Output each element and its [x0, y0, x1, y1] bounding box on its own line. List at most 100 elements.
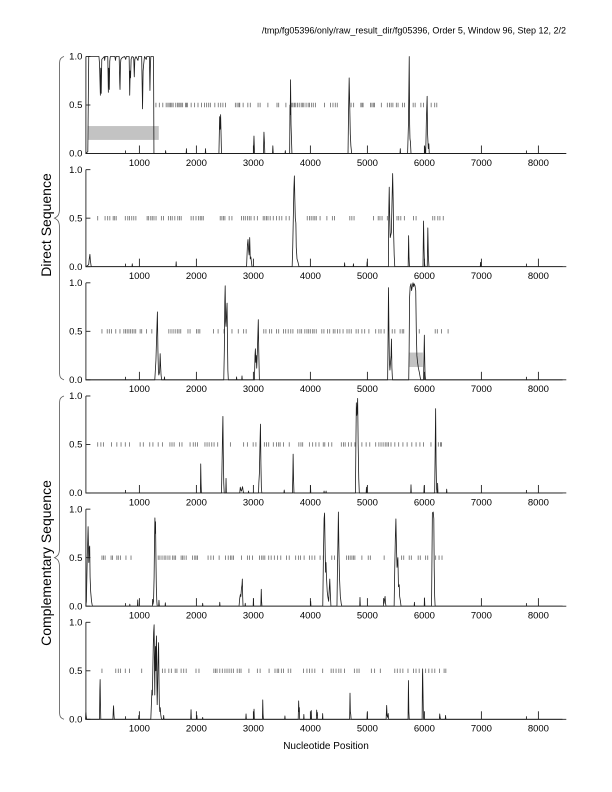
x-tick-label: 2000 [186, 271, 207, 282]
complementary-sequence-label: Complementary Sequence [38, 480, 54, 646]
x-tick-label: 8000 [528, 158, 549, 169]
x-tick-label: 7000 [471, 497, 492, 508]
y-tick-label: 0.0 [69, 601, 82, 612]
half-level-marks [101, 555, 443, 560]
x-tick-label: 6000 [414, 271, 435, 282]
x-tick-label: 4000 [300, 271, 321, 282]
y-tick-label: 1.0 [69, 504, 82, 515]
x-tick-label: 7000 [471, 724, 492, 735]
x-tick-label: 1000 [129, 724, 150, 735]
x-tick-label: 5000 [357, 497, 378, 508]
x-tick-label: 4000 [300, 384, 321, 395]
x-tick-label: 8000 [528, 611, 549, 622]
x-tick-label: 4000 [300, 611, 321, 622]
probability-curve [85, 511, 563, 607]
x-tick-label: 8000 [528, 271, 549, 282]
direct-sequence-label: Direct Sequence [38, 173, 54, 277]
x-tick-label: 2000 [186, 611, 207, 622]
x-tick-label: 3000 [243, 384, 264, 395]
x-tick-label: 6000 [414, 724, 435, 735]
half-level-marks [155, 102, 438, 108]
half-level-marks [97, 442, 442, 447]
x-tick-label: 1000 [129, 158, 150, 169]
x-tick-label: 3000 [243, 724, 264, 735]
axis-lines [85, 169, 567, 268]
y-tick-label: 1.0 [69, 618, 82, 629]
panel-axes: 0.0 0.5 1.0 1000 2000 3000 4000 5000 6000 7000 800… [69, 278, 567, 395]
x-tick-label: 3000 [243, 611, 264, 622]
x-tick-label: 3000 [243, 497, 264, 508]
panel-5: 0.0 0.5 1.0 1000 2000 3000 4000 5000 6000 7000 800… [69, 504, 567, 622]
y-tick-label: 1.0 [69, 52, 82, 63]
group-brace [53, 395, 65, 720]
probability-curve [85, 398, 563, 494]
x-tick-label: 7000 [471, 611, 492, 622]
y-tick-label: 0.5 [69, 553, 82, 564]
x-axis-title: Nucleotide Position [283, 741, 369, 752]
panel-axes: 0.0 0.5 1.0 1000 2000 3000 4000 5000 6000 7000 800… [69, 52, 567, 169]
x-tick-label: 1000 [129, 497, 150, 508]
region-box [409, 352, 423, 368]
probability-curve [85, 624, 563, 720]
x-tick-label: 2000 [186, 497, 207, 508]
probability-curve [85, 173, 563, 268]
probability-curve [85, 282, 563, 381]
y-tick-label: 0.0 [69, 262, 82, 273]
panel-3: 0.0 0.5 1.0 1000 2000 3000 4000 5000 6000 7000 800… [69, 278, 567, 395]
group-braces [53, 56, 65, 720]
x-tick-label: 5000 [357, 271, 378, 282]
y-tick-label: 0.0 [69, 375, 82, 386]
x-tick-label: 6000 [414, 611, 435, 622]
panel-4: 0.0 0.5 1.0 1000 2000 3000 4000 5000 6000 7000 800… [69, 391, 567, 508]
x-tick-label: 6000 [414, 384, 435, 395]
x-tick-label: 8000 [528, 724, 549, 735]
x-tick-label: 5000 [357, 158, 378, 169]
y-tick-label: 0.0 [69, 715, 82, 726]
x-tick-label: 5000 [357, 611, 378, 622]
half-level-marks [101, 329, 449, 334]
region-box [87, 126, 159, 140]
x-tick-label: 5000 [357, 724, 378, 735]
x-tick-label: 4000 [300, 724, 321, 735]
y-tick-label: 0.5 [69, 440, 82, 451]
x-tick-label: 1000 [129, 611, 150, 622]
half-level-marks [101, 668, 447, 673]
x-tick-label: 7000 [471, 384, 492, 395]
panels-container: 0.0 0.5 1.0 1000 2000 3000 4000 5000 6000 7000 800… [69, 52, 567, 735]
x-tick-label: 5000 [357, 384, 378, 395]
x-tick-label: 4000 [300, 497, 321, 508]
x-tick-label: 7000 [471, 158, 492, 169]
x-tick-label: 8000 [528, 497, 549, 508]
panel-1: 0.0 0.5 1.0 1000 2000 3000 4000 5000 6000 7000 800… [69, 52, 567, 169]
y-tick-label: 0.0 [69, 488, 82, 499]
y-tick-label: 0.5 [69, 327, 82, 338]
y-tick-label: 0.0 [69, 149, 82, 160]
x-tick-label: 3000 [243, 271, 264, 282]
x-tick-label: 1000 [129, 384, 150, 395]
x-tick-label: 2000 [186, 384, 207, 395]
x-tick-label: 3000 [243, 158, 264, 169]
panel-axes: 0.0 0.5 1.0 1000 2000 3000 4000 5000 6000 7000 800… [69, 391, 567, 508]
plot-title: /tmp/fg05396/only/raw_result_dir/fg05396… [262, 26, 566, 36]
x-tick-label: 1000 [129, 271, 150, 282]
x-tick-label: 4000 [300, 158, 321, 169]
x-tick-label: 6000 [414, 497, 435, 508]
x-tick-label: 7000 [471, 271, 492, 282]
probability-curve [85, 56, 563, 154]
y-tick-label: 1.0 [69, 278, 82, 289]
x-tick-label: 2000 [186, 158, 207, 169]
y-tick-label: 1.0 [69, 165, 82, 176]
panel-axes: 0.0 0.5 1.0 1000 2000 3000 4000 5000 6000 7000 800… [69, 165, 567, 282]
y-tick-label: 0.5 [69, 666, 82, 677]
y-tick-label: 0.5 [69, 100, 82, 111]
panel-2: 0.0 0.5 1.0 1000 2000 3000 4000 5000 6000 7000 800… [69, 165, 567, 282]
panel-6: 0.0 0.5 1.0 1000 2000 3000 4000 5000 6000 7000 800… [69, 618, 567, 735]
x-tick-label: 6000 [414, 158, 435, 169]
x-tick-label: 8000 [528, 384, 549, 395]
y-tick-label: 1.0 [69, 391, 82, 402]
x-tick-label: 2000 [186, 724, 207, 735]
group-brace [53, 56, 65, 381]
half-level-marks [97, 215, 444, 221]
